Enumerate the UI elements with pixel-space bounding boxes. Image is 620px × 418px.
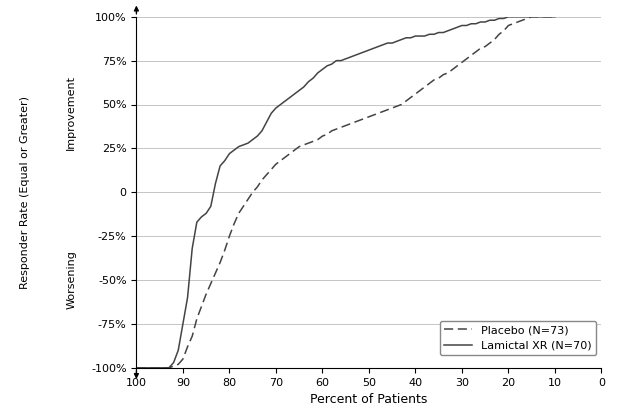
Text: Improvement: Improvement: [66, 75, 76, 150]
Legend: Placebo (N=73), Lamictal XR (N=70): Placebo (N=73), Lamictal XR (N=70): [440, 321, 596, 355]
Text: Responder Rate (Equal or Greater): Responder Rate (Equal or Greater): [20, 96, 30, 289]
Text: Worsening: Worsening: [66, 251, 76, 309]
X-axis label: Percent of Patients: Percent of Patients: [310, 393, 428, 406]
